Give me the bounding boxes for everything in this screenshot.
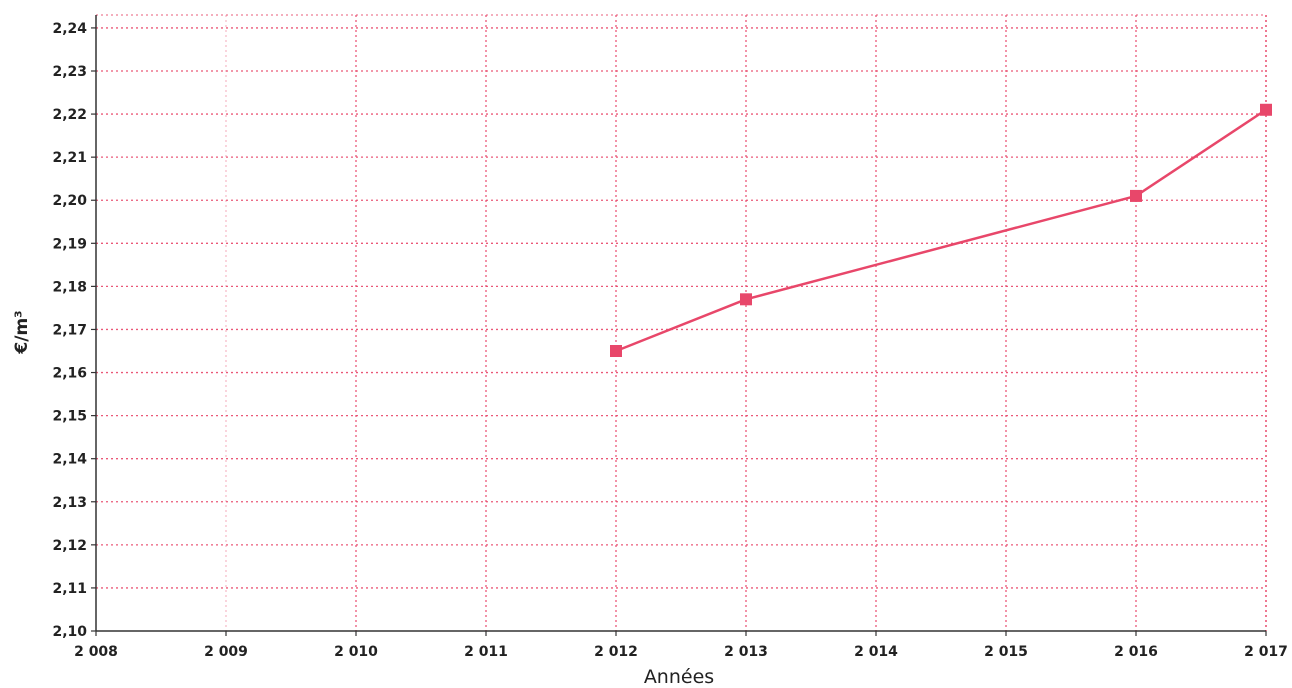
y-tick-label: 2,20 xyxy=(52,193,87,209)
y-tick-label: 2,10 xyxy=(52,624,87,640)
y-tick-label: 2,23 xyxy=(52,64,87,80)
x-tick-label: 2 016 xyxy=(1114,644,1158,660)
ticks: 2 008 2 009 2 010 2 011 2 012 2 013 2 014 2 015… xyxy=(52,21,1287,660)
series-layer xyxy=(610,103,1272,357)
axes xyxy=(95,15,1266,632)
y-tick-label: 2,14 xyxy=(52,452,87,468)
data-point-marker xyxy=(740,293,752,306)
x-tick-label: 2 015 xyxy=(984,644,1028,660)
data-point-marker xyxy=(1260,103,1272,116)
x-tick-label: 2 011 xyxy=(464,644,508,660)
x-tick-label: 2 009 xyxy=(204,644,248,660)
x-tick-label: 2 013 xyxy=(724,644,768,660)
x-tick-label: 2 008 xyxy=(74,644,118,660)
y-tick-label: 2,11 xyxy=(52,581,87,597)
y-tick-label: 2,18 xyxy=(52,279,87,295)
y-tick-label: 2,17 xyxy=(52,322,87,338)
x-tick-label: 2 010 xyxy=(334,644,378,660)
y-tick-label: 2,15 xyxy=(52,409,87,425)
y-tick-label: 2,24 xyxy=(52,21,87,37)
data-point-marker xyxy=(610,345,622,357)
y-tick-label: 2,19 xyxy=(52,236,87,252)
data-point-marker xyxy=(1130,189,1142,202)
y-tick-label: 2,16 xyxy=(52,366,87,382)
x-axis-title: Années xyxy=(644,666,714,688)
x-tick-label: 2 014 xyxy=(854,644,898,660)
series-line xyxy=(615,108,1267,353)
x-tick-label: 2 012 xyxy=(594,644,638,660)
x-tick-label: 2 017 xyxy=(1244,644,1288,660)
y-tick-label: 2,22 xyxy=(52,107,87,123)
y-tick-label: 2,13 xyxy=(52,495,87,511)
y-tick-label: 2,21 xyxy=(52,150,87,166)
y-tick-label: 2,12 xyxy=(52,538,87,554)
grid xyxy=(96,14,1267,631)
y-axis-title: €/m³ xyxy=(12,310,32,354)
